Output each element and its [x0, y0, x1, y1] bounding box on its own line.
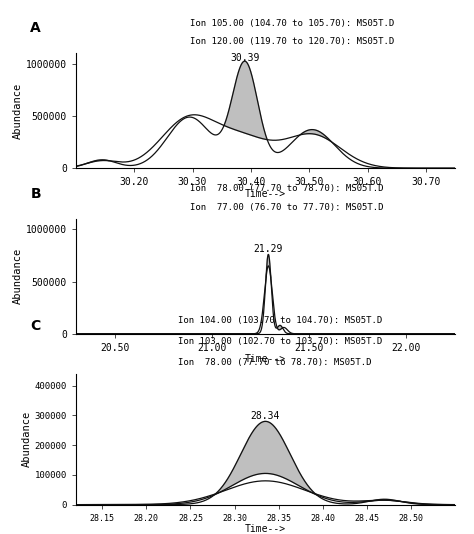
Text: Ion 104.00 (103.70 to 104.70): MS05T.D: Ion 104.00 (103.70 to 104.70): MS05T.D: [178, 316, 383, 325]
Text: Ion 120.00 (119.70 to 120.70): MS05T.D: Ion 120.00 (119.70 to 120.70): MS05T.D: [190, 37, 394, 46]
Text: 28.34: 28.34: [251, 411, 280, 421]
Text: B: B: [30, 187, 41, 201]
X-axis label: Time-->: Time-->: [245, 524, 286, 534]
Text: A: A: [30, 21, 41, 35]
X-axis label: Time-->: Time-->: [245, 354, 286, 364]
Text: 21.29: 21.29: [254, 244, 283, 254]
Text: Ion 105.00 (104.70 to 105.70): MS05T.D: Ion 105.00 (104.70 to 105.70): MS05T.D: [190, 19, 394, 28]
Text: C: C: [30, 319, 41, 333]
Y-axis label: Abundance: Abundance: [13, 248, 23, 304]
Text: Ion  78.00 (77.70 to 78.70): MS05T.D: Ion 78.00 (77.70 to 78.70): MS05T.D: [190, 184, 383, 193]
Text: Ion 103.00 (102.70 to 103.70): MS05T.D: Ion 103.00 (102.70 to 103.70): MS05T.D: [178, 337, 383, 346]
Y-axis label: Abundance: Abundance: [22, 411, 32, 467]
X-axis label: Time-->: Time-->: [245, 189, 286, 199]
Text: 30.39: 30.39: [230, 53, 260, 63]
Text: Ion  77.00 (76.70 to 77.70): MS05T.D: Ion 77.00 (76.70 to 77.70): MS05T.D: [190, 203, 383, 212]
Text: Ion  78.00 (77.70 to 78.70): MS05T.D: Ion 78.00 (77.70 to 78.70): MS05T.D: [178, 358, 372, 367]
Y-axis label: Abundance: Abundance: [13, 83, 23, 139]
